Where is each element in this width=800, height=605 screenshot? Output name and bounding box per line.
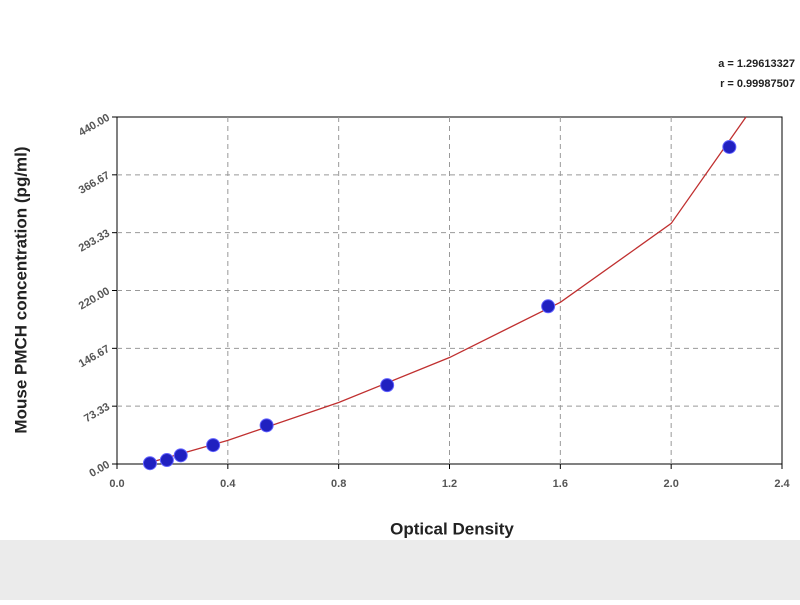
y-tick-label: 0.00 <box>87 459 112 480</box>
y-tick-label: 146.67 <box>77 343 112 370</box>
fit-line <box>144 116 747 464</box>
data-point <box>206 438 221 453</box>
x-tick-label: 0.8 <box>331 478 346 490</box>
data-point <box>541 299 556 314</box>
x-tick-label: 2.0 <box>664 478 679 490</box>
y-tick-label: 73.33 <box>82 401 112 425</box>
data-point <box>722 139 737 154</box>
data-point <box>142 456 157 471</box>
x-tick-label: 1.6 <box>553 478 568 490</box>
annotation: r = 0.99987507 <box>720 78 795 90</box>
annotation: a = 1.29613327 <box>718 58 795 70</box>
data-point <box>259 418 274 433</box>
x-tick-label: 1.2 <box>442 478 457 490</box>
x-axis-title: Optical Density <box>390 519 514 538</box>
y-tick-label: 440.00 <box>77 112 112 139</box>
x-tick-label: 0.0 <box>109 478 124 490</box>
x-tick-label: 0.4 <box>220 478 236 490</box>
data-point <box>173 448 188 463</box>
data-point <box>159 453 174 468</box>
footer-band <box>0 540 800 600</box>
y-axis-title: Mouse PMCH concentration (pg/ml) <box>11 146 30 433</box>
x-tick-label: 2.4 <box>774 478 790 490</box>
data-point <box>380 378 395 393</box>
y-tick-label: 220.00 <box>77 285 112 312</box>
y-tick-label: 293.33 <box>77 227 112 254</box>
y-tick-label: 366.67 <box>77 170 112 197</box>
